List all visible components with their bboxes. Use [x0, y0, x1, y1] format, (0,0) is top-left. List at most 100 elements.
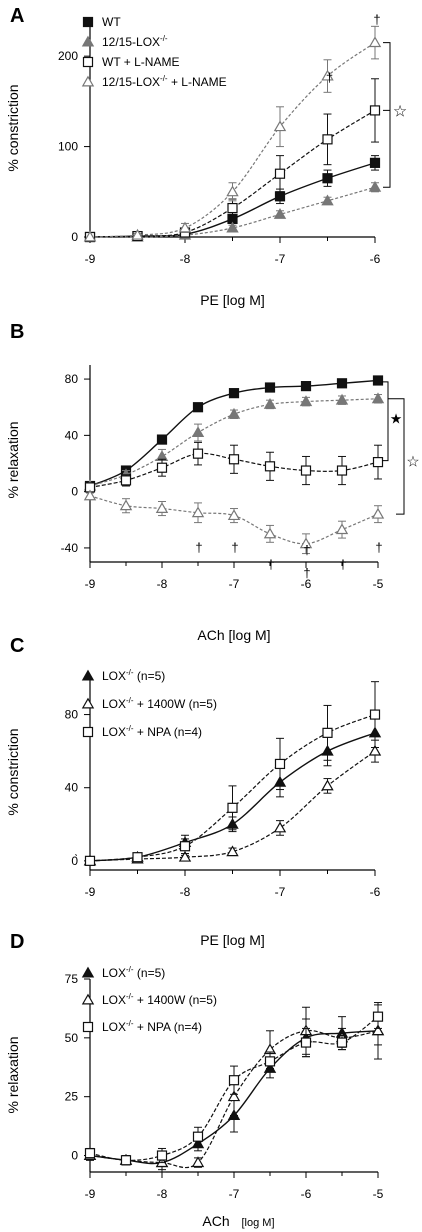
dagger: †: [303, 543, 310, 558]
data-point: [264, 1056, 276, 1067]
legend-entry: LOX-/- + NPA (n=4): [82, 1019, 202, 1034]
x-tick-label: -8: [180, 252, 191, 266]
data-point: [156, 1150, 168, 1161]
data-point: [227, 202, 238, 214]
legend-label: LOX-/- (n=5): [102, 965, 165, 980]
legend-main: LOX: [102, 966, 126, 980]
data-point: [131, 228, 144, 240]
y-tick-label: 0: [71, 1149, 78, 1163]
data-point: [372, 375, 384, 386]
legend-main: LOX: [102, 993, 126, 1007]
data-point: [226, 221, 239, 233]
dagger: †: [326, 70, 333, 85]
data-point: [178, 221, 192, 233]
dagger: †: [339, 557, 346, 572]
data-point: [336, 1037, 348, 1048]
legend-label: LOX-/- (n=5): [102, 668, 165, 683]
dagger: †: [373, 12, 380, 27]
y-tick-label: 200: [58, 49, 78, 63]
x-axis-title: ACh: [202, 1213, 229, 1229]
panel-letter: C: [10, 635, 24, 657]
x-axis-title: PE [log M]: [200, 292, 265, 308]
legend-entry: WT + L-NAME: [82, 55, 179, 69]
data-point: [300, 381, 312, 392]
data-point: [336, 378, 348, 389]
data-point: [336, 465, 348, 476]
data-point: [369, 105, 381, 116]
legend-marker: [81, 669, 95, 681]
legend-entry: 12/15-LOX-/-: [81, 34, 168, 49]
legend-marker: [82, 1021, 94, 1033]
data-point: [369, 157, 381, 168]
x-tick-label: -7: [275, 252, 286, 266]
legend-marker: [82, 16, 94, 28]
data-point: [273, 821, 287, 833]
y-axis-title: % relaxation: [5, 421, 21, 498]
x-tick-label: -7: [229, 577, 240, 591]
series-2: [84, 681, 381, 866]
legend-marker: [81, 35, 95, 47]
x-tick-label: -5: [373, 577, 384, 591]
legend-entry: LOX-/- (n=5): [81, 965, 165, 980]
dagger: †: [231, 540, 238, 555]
x-tick-label: -8: [157, 1187, 168, 1201]
series-2: [84, 1004, 384, 1166]
data-point: [226, 185, 239, 197]
legend-sup: -/-: [126, 696, 134, 705]
x-tick-label: -8: [180, 885, 191, 899]
data-point: [227, 509, 241, 521]
data-point: [274, 168, 286, 179]
y-tick-label: 100: [58, 140, 78, 154]
legend-entry: LOX-/- + 1400W (n=5): [81, 696, 217, 711]
legend-main: LOX: [102, 697, 126, 711]
legend-label: 12/15-LOX-/-: [102, 34, 168, 49]
y-tick-label: 75: [65, 972, 79, 986]
x-tick-label: -9: [85, 885, 96, 899]
data-point: [321, 779, 334, 791]
x-axis-title: ACh [log M]: [197, 627, 270, 643]
significance-star-open: ☆: [406, 454, 419, 471]
data-point: [227, 1090, 241, 1102]
data-point: [228, 388, 240, 399]
y-axis-title: % relaxation: [5, 1036, 21, 1113]
data-point: [227, 802, 238, 813]
panel-a: A -9 -8 -7 -6 0 100 200 % constriction PE [log M]…: [5, 5, 407, 308]
legend-tail: + 1400W (n=5): [134, 993, 217, 1007]
significance-bracket: [382, 381, 389, 462]
data-point: [274, 191, 286, 202]
data-point: [228, 454, 240, 465]
panel-d: D -9 -8 -7 -6 -5 0 25 50 75 % relaxation ACh [log M]…: [5, 931, 385, 1229]
legend-marker: [82, 726, 94, 738]
legend-tail: + 1400W (n=5): [134, 697, 217, 711]
y-tick-label: 25: [65, 1090, 79, 1104]
panel-letter: D: [10, 931, 24, 953]
y-tick-label: -40: [61, 541, 79, 555]
data-point: [191, 1156, 205, 1168]
panel-b: B -9 -8 -7 -6 -5 -40 0 40 80 % relaxation ACh [log …: [5, 321, 420, 643]
data-point: [264, 382, 276, 393]
data-point: [335, 523, 349, 535]
x-tick-label: -9: [85, 577, 96, 591]
data-point: [274, 758, 286, 770]
data-point: [368, 36, 382, 48]
legend-entry: WT: [82, 15, 121, 29]
data-point: [300, 465, 312, 476]
legend-label: WT: [102, 15, 121, 29]
legend-entry: LOX-/- + 1400W (n=5): [81, 992, 217, 1007]
data-point: [368, 744, 382, 756]
x-tick-label: -5: [373, 1187, 384, 1201]
y-tick-label: 40: [65, 428, 79, 442]
data-point: [120, 1155, 132, 1166]
x-axis-title: PE [log M]: [200, 932, 265, 948]
data-point: [368, 180, 382, 192]
legend-main: WT + L-NAME: [102, 55, 179, 69]
data-point: [84, 855, 96, 866]
legend-tail: (n=5): [134, 669, 166, 683]
data-point: [263, 398, 277, 409]
legend-entry: 12/15-LOX-/- + L-NAME: [81, 74, 227, 89]
data-point: [178, 850, 192, 862]
y-tick-label: 0: [71, 230, 78, 244]
legend-tail: + L-NAME: [168, 75, 227, 89]
data-point: [264, 461, 276, 472]
x-tick-label: -6: [370, 885, 381, 899]
